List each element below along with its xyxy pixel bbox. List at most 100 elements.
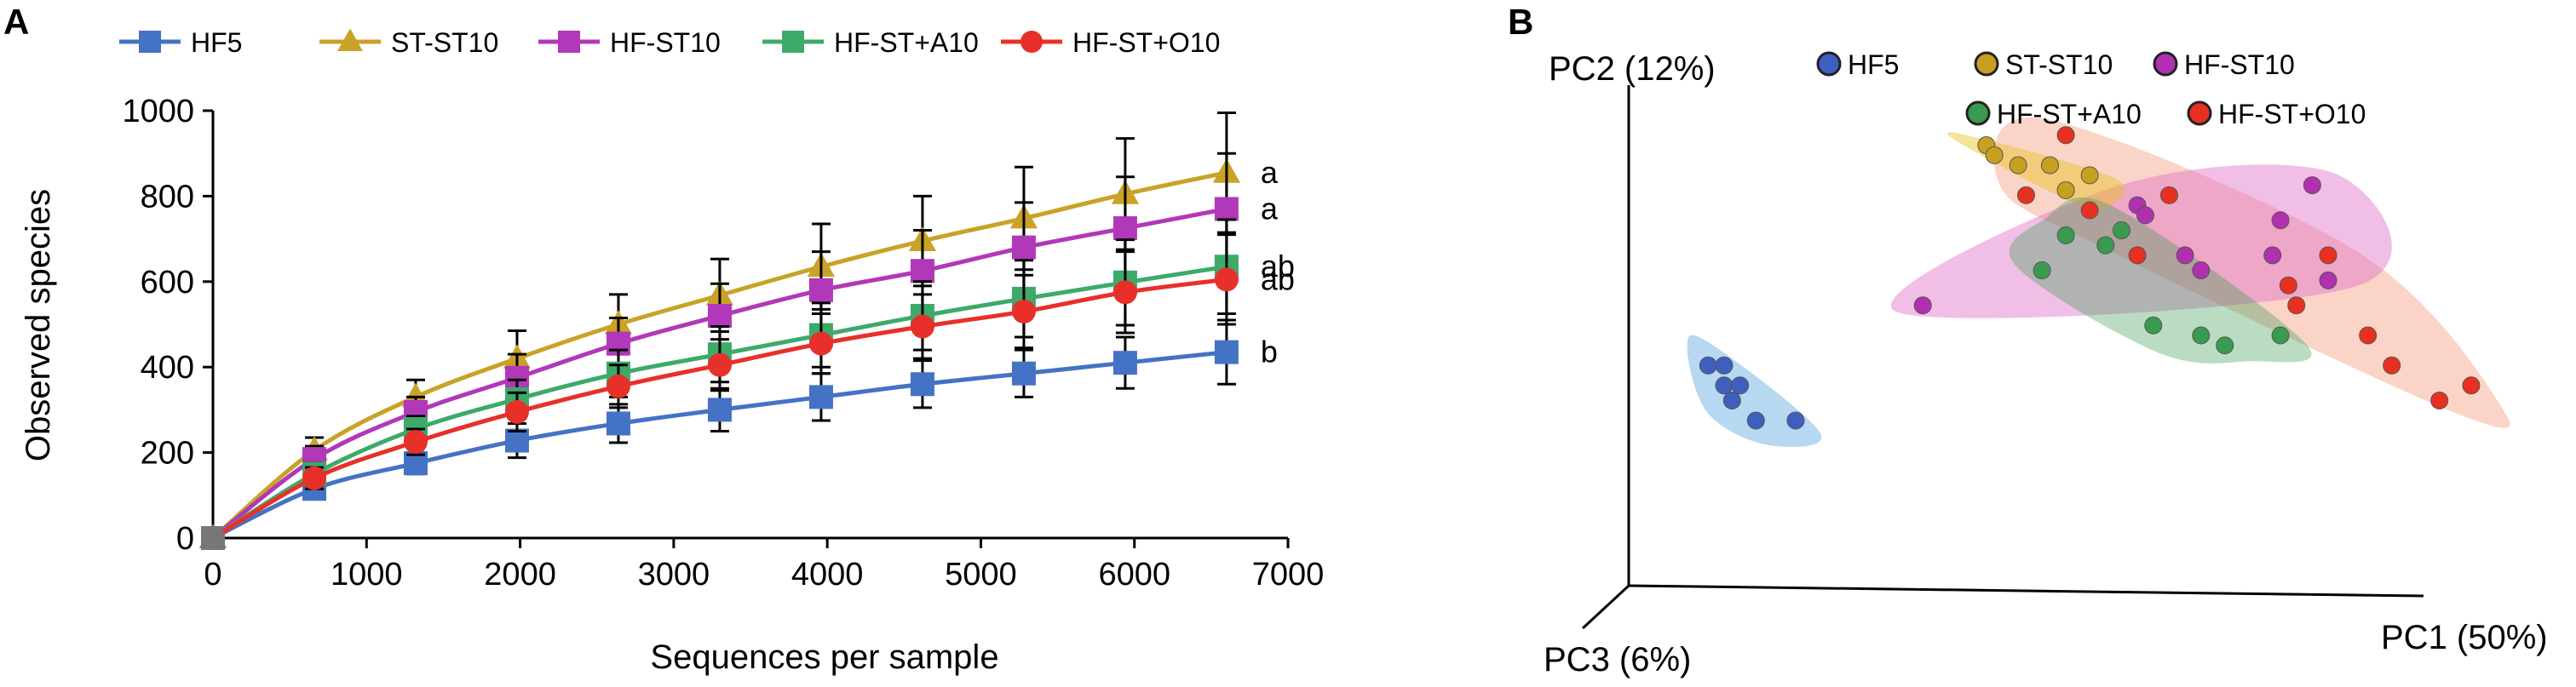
legend-label: HF5 xyxy=(191,27,242,58)
data-point xyxy=(606,411,630,436)
data-point xyxy=(201,526,225,550)
legend-item: HF-ST+O10 xyxy=(2187,99,2366,129)
data-point xyxy=(1011,299,1036,323)
data-point xyxy=(403,430,428,455)
data-point xyxy=(302,466,326,490)
legend-marker xyxy=(1816,51,1842,77)
x-tick-label: 6000 xyxy=(1098,557,1170,593)
legend-item: HF-ST+A10 xyxy=(762,27,979,58)
data-point xyxy=(2303,176,2321,195)
x-tick-label: 0 xyxy=(204,557,221,593)
data-point xyxy=(2359,326,2378,345)
data-point xyxy=(2271,211,2290,230)
y-tick-label: 400 xyxy=(141,350,194,386)
data-point xyxy=(2192,261,2211,280)
data-point xyxy=(2136,206,2154,225)
significance-label: a xyxy=(1261,155,1279,190)
significance-label: ab xyxy=(1261,249,1295,283)
legend-item: HF-ST+O10 xyxy=(1001,27,1220,58)
panel-a-legend: HF5 ST-ST10 HF-ST10 HF-ST+A10 HF-ST+O10 xyxy=(119,27,1220,58)
data-point xyxy=(808,331,833,356)
legend-label: HF-ST+A10 xyxy=(1997,99,2142,129)
legend-item: HF-ST+A10 xyxy=(1965,99,2142,129)
data-point xyxy=(1214,197,1239,221)
legend-marker xyxy=(2153,51,2178,77)
y-tick-label: 1000 xyxy=(122,94,194,129)
legend-item: HF5 xyxy=(1816,49,1899,80)
series-hf-st-o10: ab xyxy=(201,233,1295,550)
significance-label: ab xyxy=(1261,261,1295,296)
x-tick-label: 5000 xyxy=(945,557,1017,593)
data-point xyxy=(2056,226,2075,244)
pc1-axis-label: PC1 (50%) xyxy=(2381,619,2548,656)
data-point xyxy=(2462,376,2481,395)
legend-label: HF-ST+O10 xyxy=(1072,27,1220,58)
panel-a-y-axis-title: Observed species xyxy=(20,189,57,461)
hull-hf-st-a10 xyxy=(2009,197,2312,364)
points-hf5 xyxy=(1699,356,1805,430)
data-point xyxy=(2319,246,2337,265)
panel-b-label: B xyxy=(1508,2,1533,42)
pc3-axis-label: PC3 (6%) xyxy=(1544,641,1691,678)
data-point xyxy=(1913,296,1932,315)
data-point xyxy=(808,385,833,409)
data-point xyxy=(504,428,529,453)
data-point xyxy=(2056,180,2075,199)
data-point xyxy=(1746,411,1765,430)
data-point xyxy=(2096,236,2115,255)
data-point xyxy=(2271,326,2290,345)
legend-label: HF-ST+A10 xyxy=(834,27,979,58)
points-st-st10 xyxy=(1977,136,2099,199)
data-point xyxy=(1113,280,1137,305)
data-point xyxy=(2144,316,2163,335)
y-tick-label: 0 xyxy=(176,521,194,557)
hull-hf-st-o10 xyxy=(1993,117,2510,428)
data-point xyxy=(910,314,934,339)
data-point xyxy=(910,372,934,397)
legend-marker xyxy=(782,31,804,53)
data-point xyxy=(1113,351,1137,375)
y-tick-label: 800 xyxy=(141,179,194,215)
data-point xyxy=(910,259,934,283)
legend-marker xyxy=(1965,100,1991,126)
significance-label: a xyxy=(1261,191,1279,226)
data-point xyxy=(2176,246,2194,265)
significance-label: b xyxy=(1261,335,1278,369)
data-point xyxy=(1699,356,1717,375)
legend-label: ST-ST10 xyxy=(2005,49,2113,80)
legend-marker xyxy=(1974,51,1999,77)
panel-a-x-axis-title: Sequences per sample xyxy=(650,638,998,676)
legend-label: HF5 xyxy=(1848,49,1899,80)
data-point xyxy=(1715,356,1734,375)
panel-a-label: A xyxy=(3,2,29,42)
data-point xyxy=(2080,166,2099,185)
legend-item: HF5 xyxy=(119,27,242,58)
data-point xyxy=(2128,246,2147,265)
data-point xyxy=(504,399,529,424)
legend-item: ST-ST10 xyxy=(1974,49,2113,80)
points-hf-st10 xyxy=(1913,176,2337,315)
data-point xyxy=(2383,356,2401,375)
points-hf-st-a10 xyxy=(2033,221,2290,355)
data-point xyxy=(2040,156,2059,175)
legend-label: HF-ST10 xyxy=(610,27,721,58)
data-point xyxy=(2159,186,2178,204)
data-point xyxy=(2112,221,2130,240)
data-point xyxy=(1011,235,1036,260)
data-point xyxy=(1786,411,1805,430)
x-tick-label: 2000 xyxy=(484,557,556,593)
legend-marker xyxy=(1021,31,1043,53)
data-point xyxy=(2192,326,2211,345)
data-point xyxy=(2033,261,2051,280)
panel-b-legend: HF5 ST-ST10 HF-ST10 HF-ST+A10 HF-ST+O10 xyxy=(1816,49,2366,129)
data-point xyxy=(2319,271,2337,289)
panel-b-points xyxy=(1699,126,2481,430)
data-point xyxy=(2009,156,2027,175)
legend-marker xyxy=(2187,100,2212,126)
pc2-axis-label: PC2 (12%) xyxy=(1549,50,1716,88)
legend-marker xyxy=(558,31,580,53)
legend-label: HF-ST10 xyxy=(2184,49,2295,80)
data-point xyxy=(2017,186,2035,204)
